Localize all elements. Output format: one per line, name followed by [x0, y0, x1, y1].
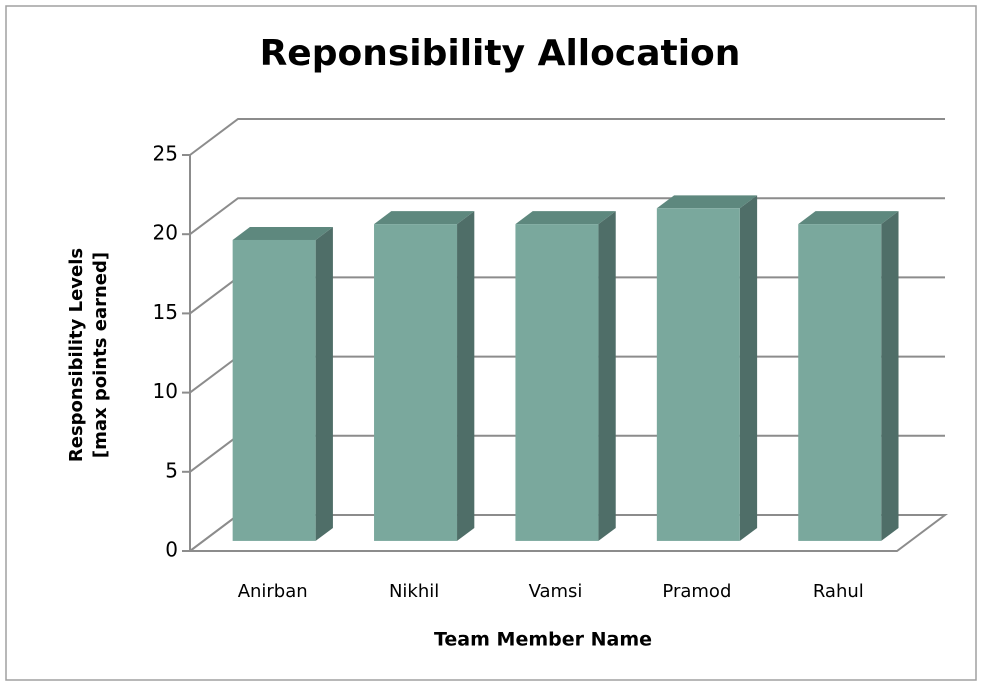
x-tick-label: Pramod	[662, 581, 731, 602]
y-axis-label-line: [max points earned]	[90, 252, 111, 458]
x-tick-label: Anirban	[238, 581, 308, 602]
y-tick-label: 0	[165, 538, 178, 562]
x-tick-label: Vamsi	[529, 581, 583, 602]
y-tick-label: 10	[153, 379, 178, 403]
bar-top	[515, 211, 616, 225]
bar-side	[598, 211, 616, 541]
bar-front	[374, 224, 458, 541]
bar-front	[232, 239, 316, 541]
x-tick-label: Nikhil	[389, 581, 439, 602]
bar-front	[656, 208, 740, 541]
bar-side	[315, 227, 333, 541]
bar-top	[374, 211, 475, 225]
bar-side	[881, 211, 899, 541]
chart-title: Reponsibility Allocation	[260, 33, 741, 74]
y-tick-label: 5	[165, 458, 178, 482]
y-tick-label: 20	[153, 221, 178, 245]
bar	[374, 211, 475, 541]
y-tick-label: 15	[153, 300, 178, 324]
x-axis-label: Team Member Name	[434, 629, 652, 651]
y-tick-label: 25	[153, 142, 178, 166]
bar	[798, 211, 899, 541]
x-tick-label: Rahul	[813, 581, 864, 602]
y-axis-label-line: Responsibility Levels	[66, 248, 87, 462]
bar	[232, 227, 333, 541]
bar-top	[232, 227, 333, 240]
bar	[515, 211, 616, 541]
bar-front	[515, 224, 599, 541]
grid-line	[189, 118, 945, 156]
bar-side	[457, 211, 475, 541]
bar-front	[798, 224, 882, 541]
bar-side	[739, 195, 758, 541]
bar-top	[656, 195, 758, 209]
bar-top	[798, 211, 899, 225]
y-axis-label: Responsibility Levels [max points earned…	[66, 248, 111, 462]
bar	[656, 195, 758, 541]
